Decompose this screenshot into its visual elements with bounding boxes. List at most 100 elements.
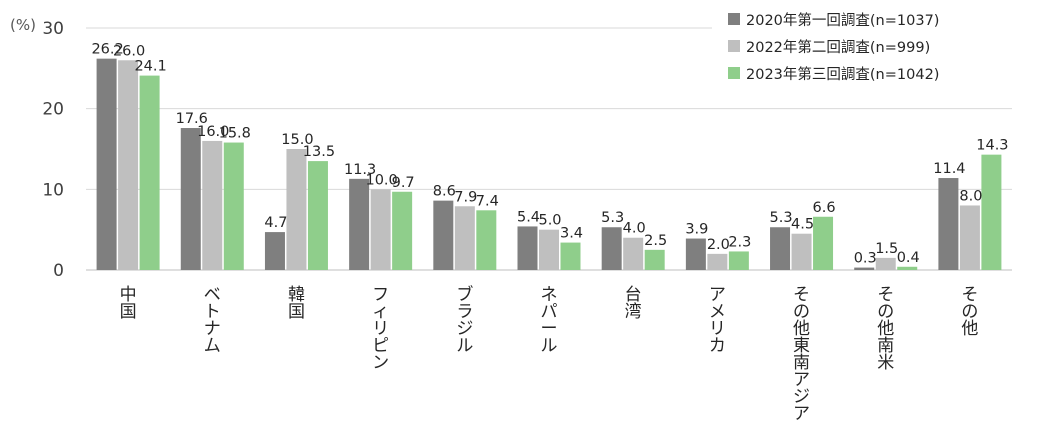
bar <box>180 128 201 270</box>
data-label: 5.3 <box>601 210 624 226</box>
category-label: 台湾 <box>625 285 642 322</box>
category-label-char: 他 <box>877 319 894 339</box>
bar <box>539 229 559 270</box>
category-label-char: 国 <box>120 302 137 322</box>
legend-background <box>712 4 1012 96</box>
category-label-char: の <box>877 302 894 322</box>
data-label: 24.1 <box>134 59 166 75</box>
data-label: 4.5 <box>791 217 814 233</box>
category-label-char: ル <box>541 336 558 356</box>
category-label-char: ィ <box>372 302 389 322</box>
y-tick-label: 0 <box>53 261 64 281</box>
category-label-char: メ <box>709 302 726 322</box>
data-label: 0.4 <box>897 250 920 266</box>
category-label-char: ピ <box>372 336 389 356</box>
category-label-char: ジ <box>456 319 473 339</box>
bar <box>623 237 644 270</box>
category-label-char: そ <box>877 285 894 305</box>
bar <box>601 227 622 270</box>
data-label: 9.7 <box>392 175 415 191</box>
category-label-char: 国 <box>288 302 305 322</box>
bars <box>96 58 1002 271</box>
bar <box>454 206 475 270</box>
bar <box>685 238 706 270</box>
category-label-char: 他 <box>793 319 810 339</box>
data-label: 1.5 <box>875 241 898 257</box>
y-axis-unit-label: (%) <box>10 16 36 34</box>
data-label: 15.0 <box>281 132 313 148</box>
legend-swatch <box>728 40 740 52</box>
category-label-char: パ <box>541 302 558 322</box>
bar <box>981 154 1002 270</box>
bar <box>118 60 139 271</box>
category-label-char: ン <box>372 353 389 373</box>
category-labels: 中国ベトナム韓国フィリピンブラジルネパール台湾アメリカその他東南アジアその他南米… <box>120 284 979 424</box>
legend-entry: 2023年第三回調査(n=1042) <box>746 65 939 83</box>
bar <box>813 216 834 270</box>
category-label-char: ラ <box>456 302 473 322</box>
category-label-char: の <box>793 302 810 322</box>
category-label: その他 <box>961 285 978 339</box>
category-label-char: ネ <box>541 285 558 305</box>
bar <box>96 58 117 270</box>
category-label-char: リ <box>372 319 389 339</box>
y-axis-ticks: 0 10 20 30 <box>42 19 64 281</box>
data-label: 6.6 <box>813 200 836 216</box>
bar <box>433 200 454 270</box>
category-label-char: 南 <box>793 353 810 373</box>
legend-entry: 2020年第一回調査(n=1037) <box>746 11 939 29</box>
bar <box>875 257 896 270</box>
data-label: 3.9 <box>685 222 708 238</box>
bar <box>370 189 391 270</box>
category-label-char: 韓 <box>288 285 305 305</box>
data-label: 8.6 <box>433 184 456 200</box>
category-label-char: ー <box>541 319 558 339</box>
data-label: 2.0 <box>707 237 730 253</box>
category-label-char: 台 <box>625 285 642 305</box>
data-label: 17.6 <box>176 111 208 127</box>
data-label: 0.3 <box>854 251 877 267</box>
bar <box>476 210 497 270</box>
category-label-char: ア <box>793 404 810 424</box>
bar <box>349 178 370 270</box>
bar <box>854 267 875 270</box>
category-label-char: ナ <box>204 319 221 339</box>
category-label-char: ア <box>793 370 810 390</box>
data-label: 14.3 <box>976 138 1008 154</box>
category-label: 中国 <box>120 285 137 322</box>
y-tick-label: 30 <box>42 19 64 39</box>
bar <box>770 227 791 270</box>
data-label: 5.3 <box>770 210 793 226</box>
data-label: 7.9 <box>454 189 477 205</box>
bar <box>223 142 244 270</box>
category-label-char: ブ <box>456 284 473 305</box>
category-label-char: ム <box>204 336 221 356</box>
data-label: 13.5 <box>303 144 335 160</box>
data-label: 2.3 <box>728 234 751 250</box>
data-label: 10.0 <box>365 172 397 188</box>
y-tick-label: 10 <box>42 180 64 200</box>
category-label-char: そ <box>961 285 978 305</box>
data-label: 26.2 <box>91 42 123 58</box>
data-labels: 26.226.024.117.616.015.84.715.013.511.31… <box>91 42 1008 267</box>
category-label-char: 東 <box>793 336 810 356</box>
bar <box>897 266 918 270</box>
data-label: 8.0 <box>959 188 982 204</box>
category-label-char: カ <box>709 336 726 356</box>
bar <box>560 242 581 270</box>
bar <box>959 205 980 270</box>
category-label-char: 他 <box>961 319 978 339</box>
data-label: 2.5 <box>644 233 667 249</box>
data-label: 11.3 <box>344 162 376 178</box>
category-label-char: 南 <box>877 336 894 356</box>
category-label-char: ト <box>204 302 221 322</box>
category-label-char: の <box>961 302 978 322</box>
category-label-char: そ <box>793 285 810 305</box>
data-label: 5.0 <box>538 213 561 229</box>
bar <box>392 191 413 270</box>
category-label-char: ジ <box>793 387 810 407</box>
